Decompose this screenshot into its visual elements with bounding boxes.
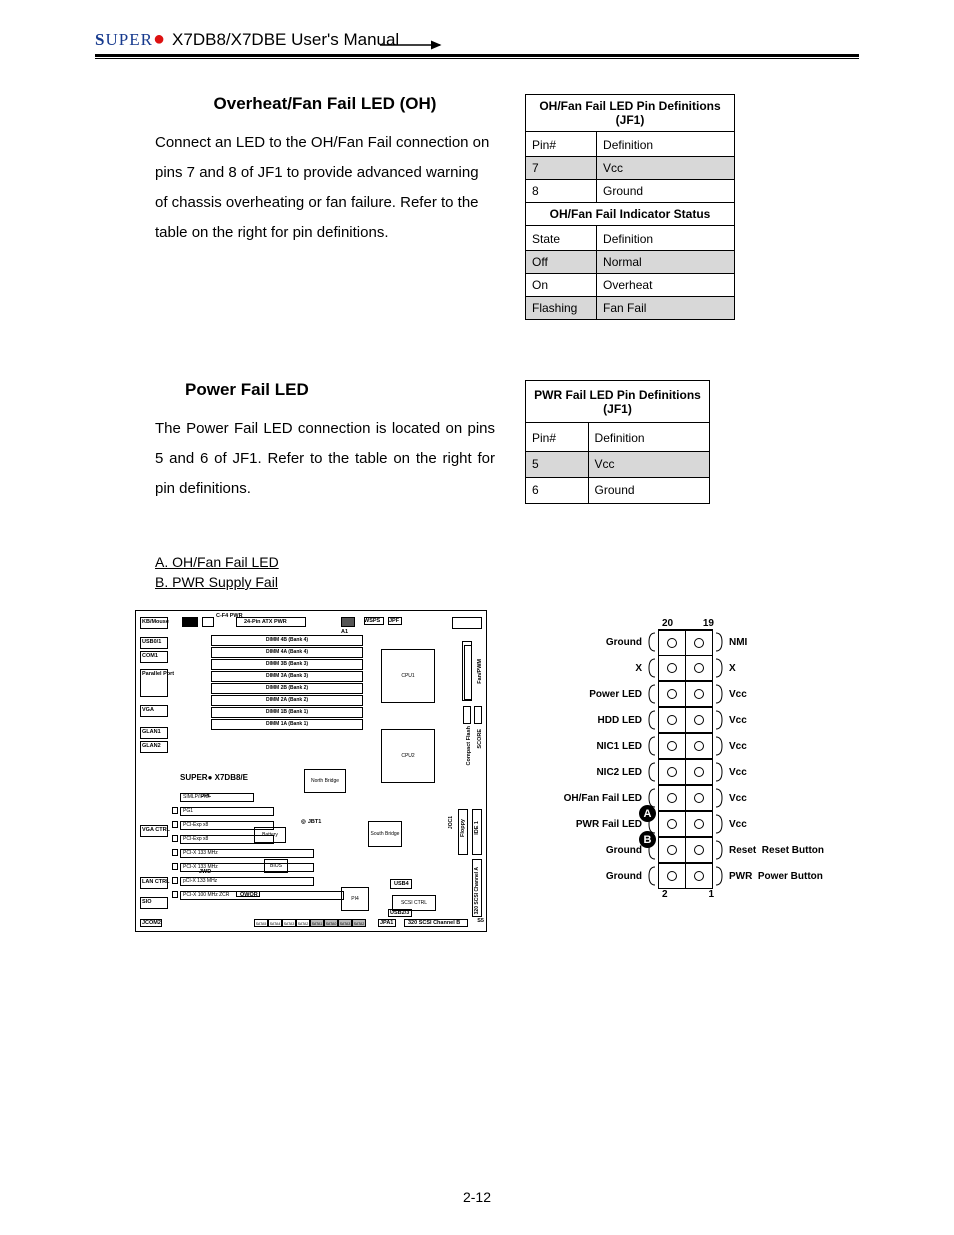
diagram-legend: A. OH/Fan Fail LED B. PWR Supply Fail xyxy=(155,554,859,590)
table-row: OnOverheat xyxy=(526,274,735,297)
cpu1-chip: CPU1 xyxy=(381,649,435,703)
board-port-label: USB0/1 xyxy=(142,639,161,645)
table-pwr-fail: PWR Fail LED Pin Definitions (JF1) Pin#D… xyxy=(525,380,710,504)
section1-body: Connect an LED to the OH/Fan Fail connec… xyxy=(155,128,495,248)
expansion-slot: pCI-X 133 MHz xyxy=(180,877,314,886)
jf1-pin-row: PWR Fail LEDVcc xyxy=(527,811,847,837)
jf1-header-on-board xyxy=(464,645,472,700)
callout-badge-b: B xyxy=(639,831,656,848)
board-port-label: KB/Mouse xyxy=(142,619,169,625)
sata-port: SATA3 xyxy=(282,919,296,927)
jf1-pin-row: NIC2 LEDVcc xyxy=(527,759,847,785)
jf1-pin-row: HDD LEDVcc xyxy=(527,707,847,733)
expansion-slot: SIMLP/IPMI xyxy=(180,793,254,802)
dimm-slot: DIMM 1B (Bank 1) xyxy=(211,707,363,718)
legend-a: A. OH/Fan Fail LED xyxy=(155,554,859,570)
table-oh-fanfail: OH/Fan Fail LED Pin Definitions (JF1) Pi… xyxy=(525,94,735,320)
jf1-pin-row: NIC1 LEDVcc xyxy=(527,733,847,759)
jf1-pin2-label: 2 xyxy=(662,889,668,900)
t1-title: OH/Fan Fail LED Pin Definitions (JF1) xyxy=(526,95,735,132)
legend-b: B. PWR Supply Fail xyxy=(155,574,859,590)
sata-port: SATA5 xyxy=(254,919,268,927)
sata-port: SATA0 xyxy=(324,919,338,927)
dimm-slot: DIMM 4A (Bank 4) xyxy=(211,647,363,658)
callout-badge-a: A xyxy=(639,805,656,822)
dimm-slot: DIMM 4B (Bank 4) xyxy=(211,635,363,646)
jf1-pin-row: GroundReset Reset Button xyxy=(527,837,847,863)
expansion-slot: PCI-X 100 MHz ZCR xyxy=(180,891,344,900)
jf1-pin-row: GroundNMI xyxy=(527,629,847,655)
header-rule-thick xyxy=(95,54,859,57)
lbl-atx: 24-Pin ATX PWR xyxy=(244,619,287,625)
dimm-slot: DIMM 3B (Bank 3) xyxy=(211,659,363,670)
t2-title: PWR Fail LED Pin Definitions (JF1) xyxy=(526,381,710,423)
pi4-chip: PI4 xyxy=(341,887,369,911)
section2-title: Power Fail LED xyxy=(155,380,495,400)
battery-chip: Battery xyxy=(254,827,286,843)
brand-logo: SUPER● xyxy=(95,30,166,50)
sata-port: SATA2 xyxy=(296,919,310,927)
table-row: 7Vcc xyxy=(526,157,735,180)
lbl-wsps: WSPS xyxy=(364,618,380,624)
northbridge-chip: North Bridge xyxy=(304,769,346,793)
dimm-slot: DIMM 1A (Bank 1) xyxy=(211,719,363,730)
jf1-pin20-label: 20 xyxy=(662,618,673,629)
t1-title2: OH/Fan Fail Indicator Status xyxy=(526,203,735,226)
southbridge-chip: South Bridge xyxy=(368,821,402,847)
jf1-pin-row: Power LEDVcc xyxy=(527,681,847,707)
page-number: 2-12 xyxy=(0,1189,954,1205)
t1-col1b: State xyxy=(526,226,597,251)
board-port-label: COM1 xyxy=(142,653,158,659)
board-port-label: VGA xyxy=(142,707,154,713)
sata-port: SATA1 xyxy=(310,919,324,927)
jf1-pin-row: OH/Fan Fail LEDVcc xyxy=(527,785,847,811)
t2-col1: Pin# xyxy=(526,423,589,451)
manual-title-text: X7DB8/X7DBE User's Manual xyxy=(172,30,399,50)
table-row: 5Vcc xyxy=(526,451,710,477)
table-row: 8Ground xyxy=(526,180,735,203)
t2-col2: Definition xyxy=(588,423,709,451)
dimm-slot: DIMM 3A (Bank 3) xyxy=(211,671,363,682)
cpu2-chip: CPU2 xyxy=(381,729,435,783)
board-port-label: LAN CTRL xyxy=(142,879,170,885)
board-port-label: GLAN1 xyxy=(142,729,161,735)
dimm-slot: DIMM 2B (Bank 2) xyxy=(211,683,363,694)
t1-col2: Definition xyxy=(597,132,735,157)
sata-port: SATA3 xyxy=(338,919,352,927)
board-port-label: SIO xyxy=(142,899,151,905)
lbl-jpf: JPF xyxy=(389,618,399,624)
jf1-pin-row: XX xyxy=(527,655,847,681)
section1-title: Overheat/Fan Fail LED (OH) xyxy=(155,94,495,114)
dimm-slot: DIMM 2A (Bank 2) xyxy=(211,695,363,706)
sata-port: SATA4 xyxy=(268,919,282,927)
jf1-pin-row: GroundPWR Power Button xyxy=(527,863,847,889)
bios-chip: BIOS xyxy=(264,859,288,873)
jf1-pinout-diagram: 20 19 GroundNMIXXPower LEDVccHDD LEDVccN… xyxy=(527,610,847,932)
table-row: FlashingFan Fail xyxy=(526,297,735,320)
t1-col2b: Definition xyxy=(597,226,735,251)
sata-port: SATA2 xyxy=(352,919,366,927)
jf1-pin1-label: 1 xyxy=(708,889,714,900)
table-row: OffNormal xyxy=(526,251,735,274)
board-model-label: SUPER● SUPER X7DB8/EX7DB8/E xyxy=(180,773,248,782)
motherboard-diagram: KB/Mouse USB0/1 COM1 Parallel Port VGA GLAN1 G… xyxy=(135,610,487,932)
t1-col1: Pin# xyxy=(526,132,597,157)
section2-body: The Power Fail LED connection is located… xyxy=(155,414,495,504)
expansion-slot: PG1 xyxy=(180,807,274,816)
board-port-label: GLAN2 xyxy=(142,743,161,749)
expansion-slot: PCI-X 133 MHz xyxy=(180,849,314,858)
board-port-label: Parallel Port xyxy=(142,671,174,677)
page-header: SUPER● X7DB8/X7DBE User's Manual xyxy=(95,30,859,50)
board-port-label: VGA CTRL xyxy=(142,827,170,833)
jf1-pin19-label: 19 xyxy=(703,618,714,629)
header-rule-thin xyxy=(95,58,859,59)
callout-arrow xyxy=(380,30,460,60)
table-row: 6Ground xyxy=(526,477,710,503)
